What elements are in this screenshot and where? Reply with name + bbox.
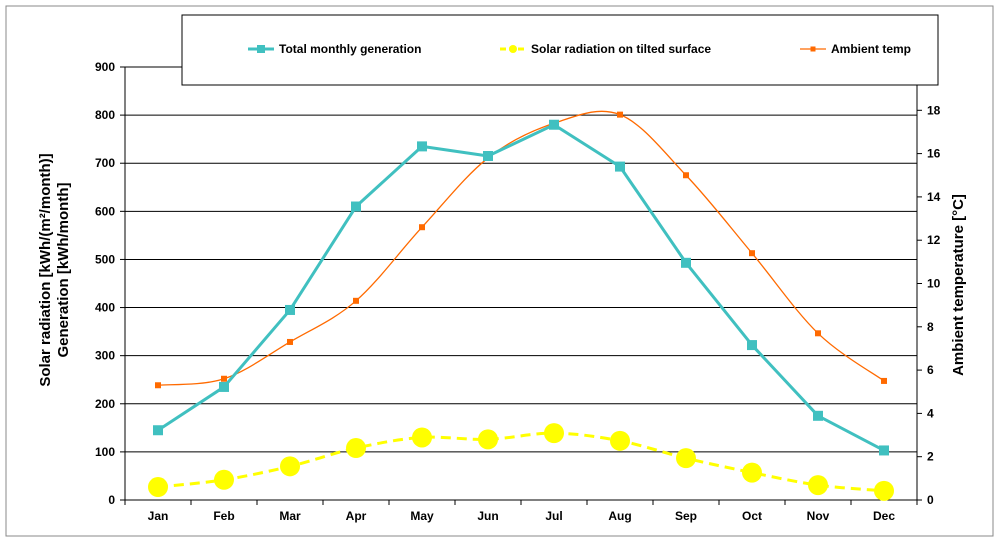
- x-tick-label: Oct: [742, 509, 762, 523]
- left-tick-label: 100: [95, 445, 115, 459]
- right-tick-label: 14: [927, 190, 941, 204]
- data-point: [681, 257, 691, 268]
- legend-swatch-marker: [810, 46, 816, 52]
- right-tick-label: 4: [927, 406, 934, 420]
- data-point: [280, 456, 300, 477]
- data-point: [881, 377, 887, 384]
- data-point: [351, 201, 361, 212]
- legend-item-2: Ambient temp: [800, 42, 911, 56]
- right-tick-label: 12: [927, 233, 941, 247]
- right-tick-label: 6: [927, 363, 934, 377]
- data-point: [874, 480, 894, 501]
- left-tick-label: 300: [95, 349, 115, 363]
- data-point: [676, 448, 696, 469]
- data-point: [214, 469, 234, 490]
- data-point: [610, 430, 630, 451]
- right-tick-label: 10: [927, 277, 941, 291]
- data-point: [478, 429, 498, 450]
- left-tick-label: 400: [95, 301, 115, 315]
- data-point: [749, 250, 755, 257]
- data-point: [483, 151, 493, 162]
- left-tick-label: 0: [108, 493, 115, 507]
- right-axis-ticks: 0 2 4 6 8 10 12 14 16 18: [917, 103, 941, 507]
- right-tick-label: 2: [927, 450, 934, 464]
- left-tick-label: 500: [95, 252, 115, 266]
- x-tick-label: Aug: [608, 509, 631, 523]
- data-point: [155, 382, 161, 389]
- series-layer: [148, 110, 894, 501]
- data-point: [221, 375, 227, 382]
- data-point: [346, 438, 366, 459]
- left-axis-title-line2: Generation [kWh/month]: [55, 183, 72, 358]
- data-point: [808, 475, 828, 496]
- left-tick-label: 600: [95, 204, 115, 218]
- x-tick-label: Dec: [873, 509, 895, 523]
- data-point: [219, 381, 229, 392]
- x-tick-label: Mar: [279, 509, 301, 523]
- series-0: [153, 119, 889, 456]
- series-1: [148, 423, 894, 501]
- data-point: [615, 161, 625, 172]
- x-tick-label: Feb: [213, 509, 234, 523]
- legend-item-0: Total monthly generation: [248, 42, 421, 56]
- data-point: [353, 297, 359, 304]
- data-point: [419, 224, 425, 231]
- x-tick-label: Nov: [807, 509, 830, 523]
- data-point: [285, 304, 295, 315]
- left-axis-ticks: 0 100 200 300 400 500 600 700 800 900: [95, 60, 125, 507]
- x-axis-ticks: Jan Feb Mar Apr May Jun Jul Aug Sep Oct Nov Dec: [124, 500, 918, 523]
- right-tick-label: 8: [927, 320, 934, 334]
- x-tick-label: Jun: [477, 509, 498, 523]
- legend-swatch-marker: [509, 45, 517, 53]
- data-point: [549, 119, 559, 130]
- data-point: [742, 462, 762, 483]
- legend-label: Solar radiation on tilted surface: [531, 42, 711, 56]
- data-point: [747, 340, 757, 351]
- left-tick-label: 800: [95, 108, 115, 122]
- x-tick-label: Jul: [545, 509, 562, 523]
- data-point: [412, 427, 432, 448]
- left-tick-label: 700: [95, 156, 115, 170]
- legend-label: Total monthly generation: [279, 42, 421, 56]
- data-point: [813, 410, 823, 421]
- gridlines: [125, 114, 917, 453]
- x-tick-label: Sep: [675, 509, 697, 523]
- right-tick-label: 18: [927, 103, 941, 117]
- x-tick-label: May: [410, 509, 434, 523]
- left-tick-label: 900: [95, 60, 115, 74]
- right-tick-label: 16: [927, 147, 941, 161]
- right-tick-label: 0: [927, 493, 934, 507]
- x-tick-label: Apr: [346, 509, 367, 523]
- left-axis-title-line1: Solar radiation [kWh/(m²/month)]: [37, 153, 54, 386]
- data-point: [148, 477, 168, 498]
- data-point: [683, 172, 689, 179]
- legend-swatch-marker: [257, 45, 265, 53]
- data-point: [617, 111, 623, 118]
- legend-label: Ambient temp: [831, 42, 911, 56]
- legend: Total monthly generation Solar radiation …: [248, 42, 911, 56]
- legend-item-1: Solar radiation on tilted surface: [500, 42, 711, 56]
- data-point: [544, 423, 564, 444]
- data-point: [287, 338, 293, 345]
- series-line: [157, 123, 885, 452]
- right-axis-title: Ambient temperature [°C]: [950, 194, 967, 376]
- left-tick-label: 200: [95, 397, 115, 411]
- data-point: [417, 141, 427, 152]
- data-point: [153, 425, 163, 436]
- data-point: [879, 445, 889, 456]
- x-tick-label: Jan: [148, 509, 169, 523]
- data-point: [815, 330, 821, 337]
